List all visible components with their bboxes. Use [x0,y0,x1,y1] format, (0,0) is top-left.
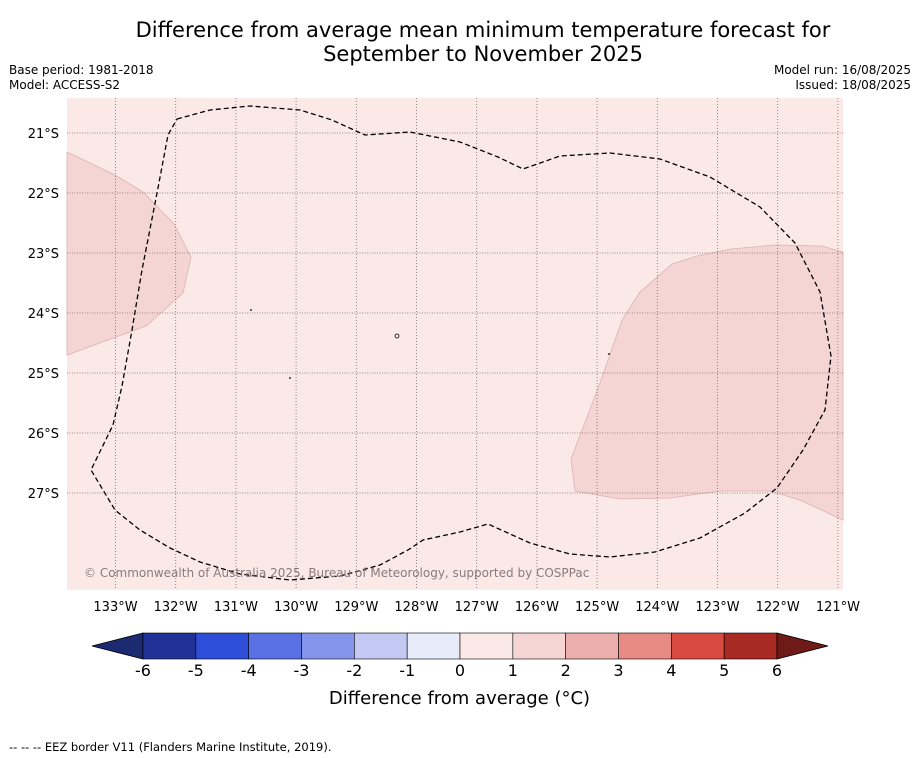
x-tick-label: 133°W [93,600,137,615]
colorbar-segment [459,632,514,660]
colorbar-segment [301,632,355,660]
eez-footnote: -- -- -- EEZ border V11 (Flanders Marine… [9,740,332,754]
island-markers [250,309,610,379]
x-tick-label: 127°W [455,600,499,615]
y-tick-label: 25°S [28,367,59,382]
x-tick-label: 132°W [154,600,198,615]
y-axis-ticks: 21°S 22°S 23°S 24°S 25°S 26°S 27°S [28,127,59,502]
x-tick-label: 129°W [334,600,378,615]
colorbar-tick-label: 4 [666,661,676,680]
colorbar-segment [723,632,778,660]
x-tick-label: 126°W [515,600,559,615]
y-tick-label: 27°S [28,487,59,502]
x-tick-label: 128°W [394,600,438,615]
colorbar-tick-label: -2 [346,661,362,680]
colorbar-tick-label: -3 [294,661,310,680]
island-dot [289,377,291,379]
colorbar-tick-label: -5 [188,661,204,680]
colorbar-tick-label: 0 [455,661,465,680]
issued-date: Issued: 18/08/2025 [795,78,911,92]
colorbar-tick-label: 1 [508,661,518,680]
y-tick-label: 26°S [28,427,59,442]
colorbar-segment [565,632,619,660]
colorbar-title: Difference from average (°C) [328,688,591,709]
colorbar-tick-label: 3 [613,661,623,680]
island-dot [394,333,400,339]
x-tick-label: 125°W [575,600,619,615]
island-dot [608,353,610,355]
y-tick-label: 24°S [28,307,59,322]
colorbar-tick-label: 5 [719,661,729,680]
meta-right: Model run: 16/08/2025 Issued: 18/08/2025 [774,63,911,93]
copyright-note: © Commonwealth of Australia 2025, Bureau… [84,566,589,580]
y-tick-label: 21°S [28,127,59,142]
colorbar-segment [512,632,566,660]
colorbar-under-arrow [91,632,144,660]
colorbar-tick-label: 2 [561,661,571,680]
colorbar-segment [142,632,197,660]
anomaly-region-west [66,151,192,356]
island-dot [250,309,252,311]
model-name: Model: ACCESS-S2 [9,78,121,92]
y-tick-label: 22°S [28,187,59,202]
map-area: © Commonwealth of Australia 2025, Bureau… [66,98,844,590]
colorbar-tick-label: 6 [772,661,782,680]
chart-title: Difference from average mean minimum tem… [0,18,919,66]
x-axis-ticks: 133°W 132°W 131°W 130°W 129°W 128°W 127°W 126°W… [93,600,860,615]
colorbar-segment [618,632,672,660]
title-line-2: September to November 2025 [323,42,643,66]
colorbar-segment [248,632,302,660]
model-run: Model run: 16/08/2025 [773,63,911,77]
base-period: Base period: 1981-2018 [9,63,154,77]
x-tick-label: 131°W [214,600,258,615]
x-tick-label: 122°W [756,600,800,615]
colorbar-tick-label: -6 [135,661,151,680]
x-tick-label: 124°W [635,600,679,615]
colorbar: -6 -5 -4 -3 -2 -1 0 1 2 3 4 5 6 [91,632,829,680]
graticule [67,98,843,590]
eez-border [90,105,832,581]
colorbar-over-arrow [776,632,829,660]
x-tick-label: 123°W [695,600,739,615]
y-tick-label: 23°S [28,247,59,262]
colorbar-segment [671,632,725,660]
colorbar-segment [406,632,461,660]
colorbar-tick-label: -4 [241,661,257,680]
colorbar-segment [195,632,249,660]
x-tick-label: 130°W [274,600,318,615]
meta-left: Base period: 1981-2018 Model: ACCESS-S2 [9,63,154,93]
title-line-1: Difference from average mean minimum tem… [135,18,831,42]
colorbar-segment [354,632,408,660]
anomaly-region-east [570,244,844,521]
colorbar-tick-label: -1 [399,661,415,680]
x-tick-label: 121°W [816,600,860,615]
